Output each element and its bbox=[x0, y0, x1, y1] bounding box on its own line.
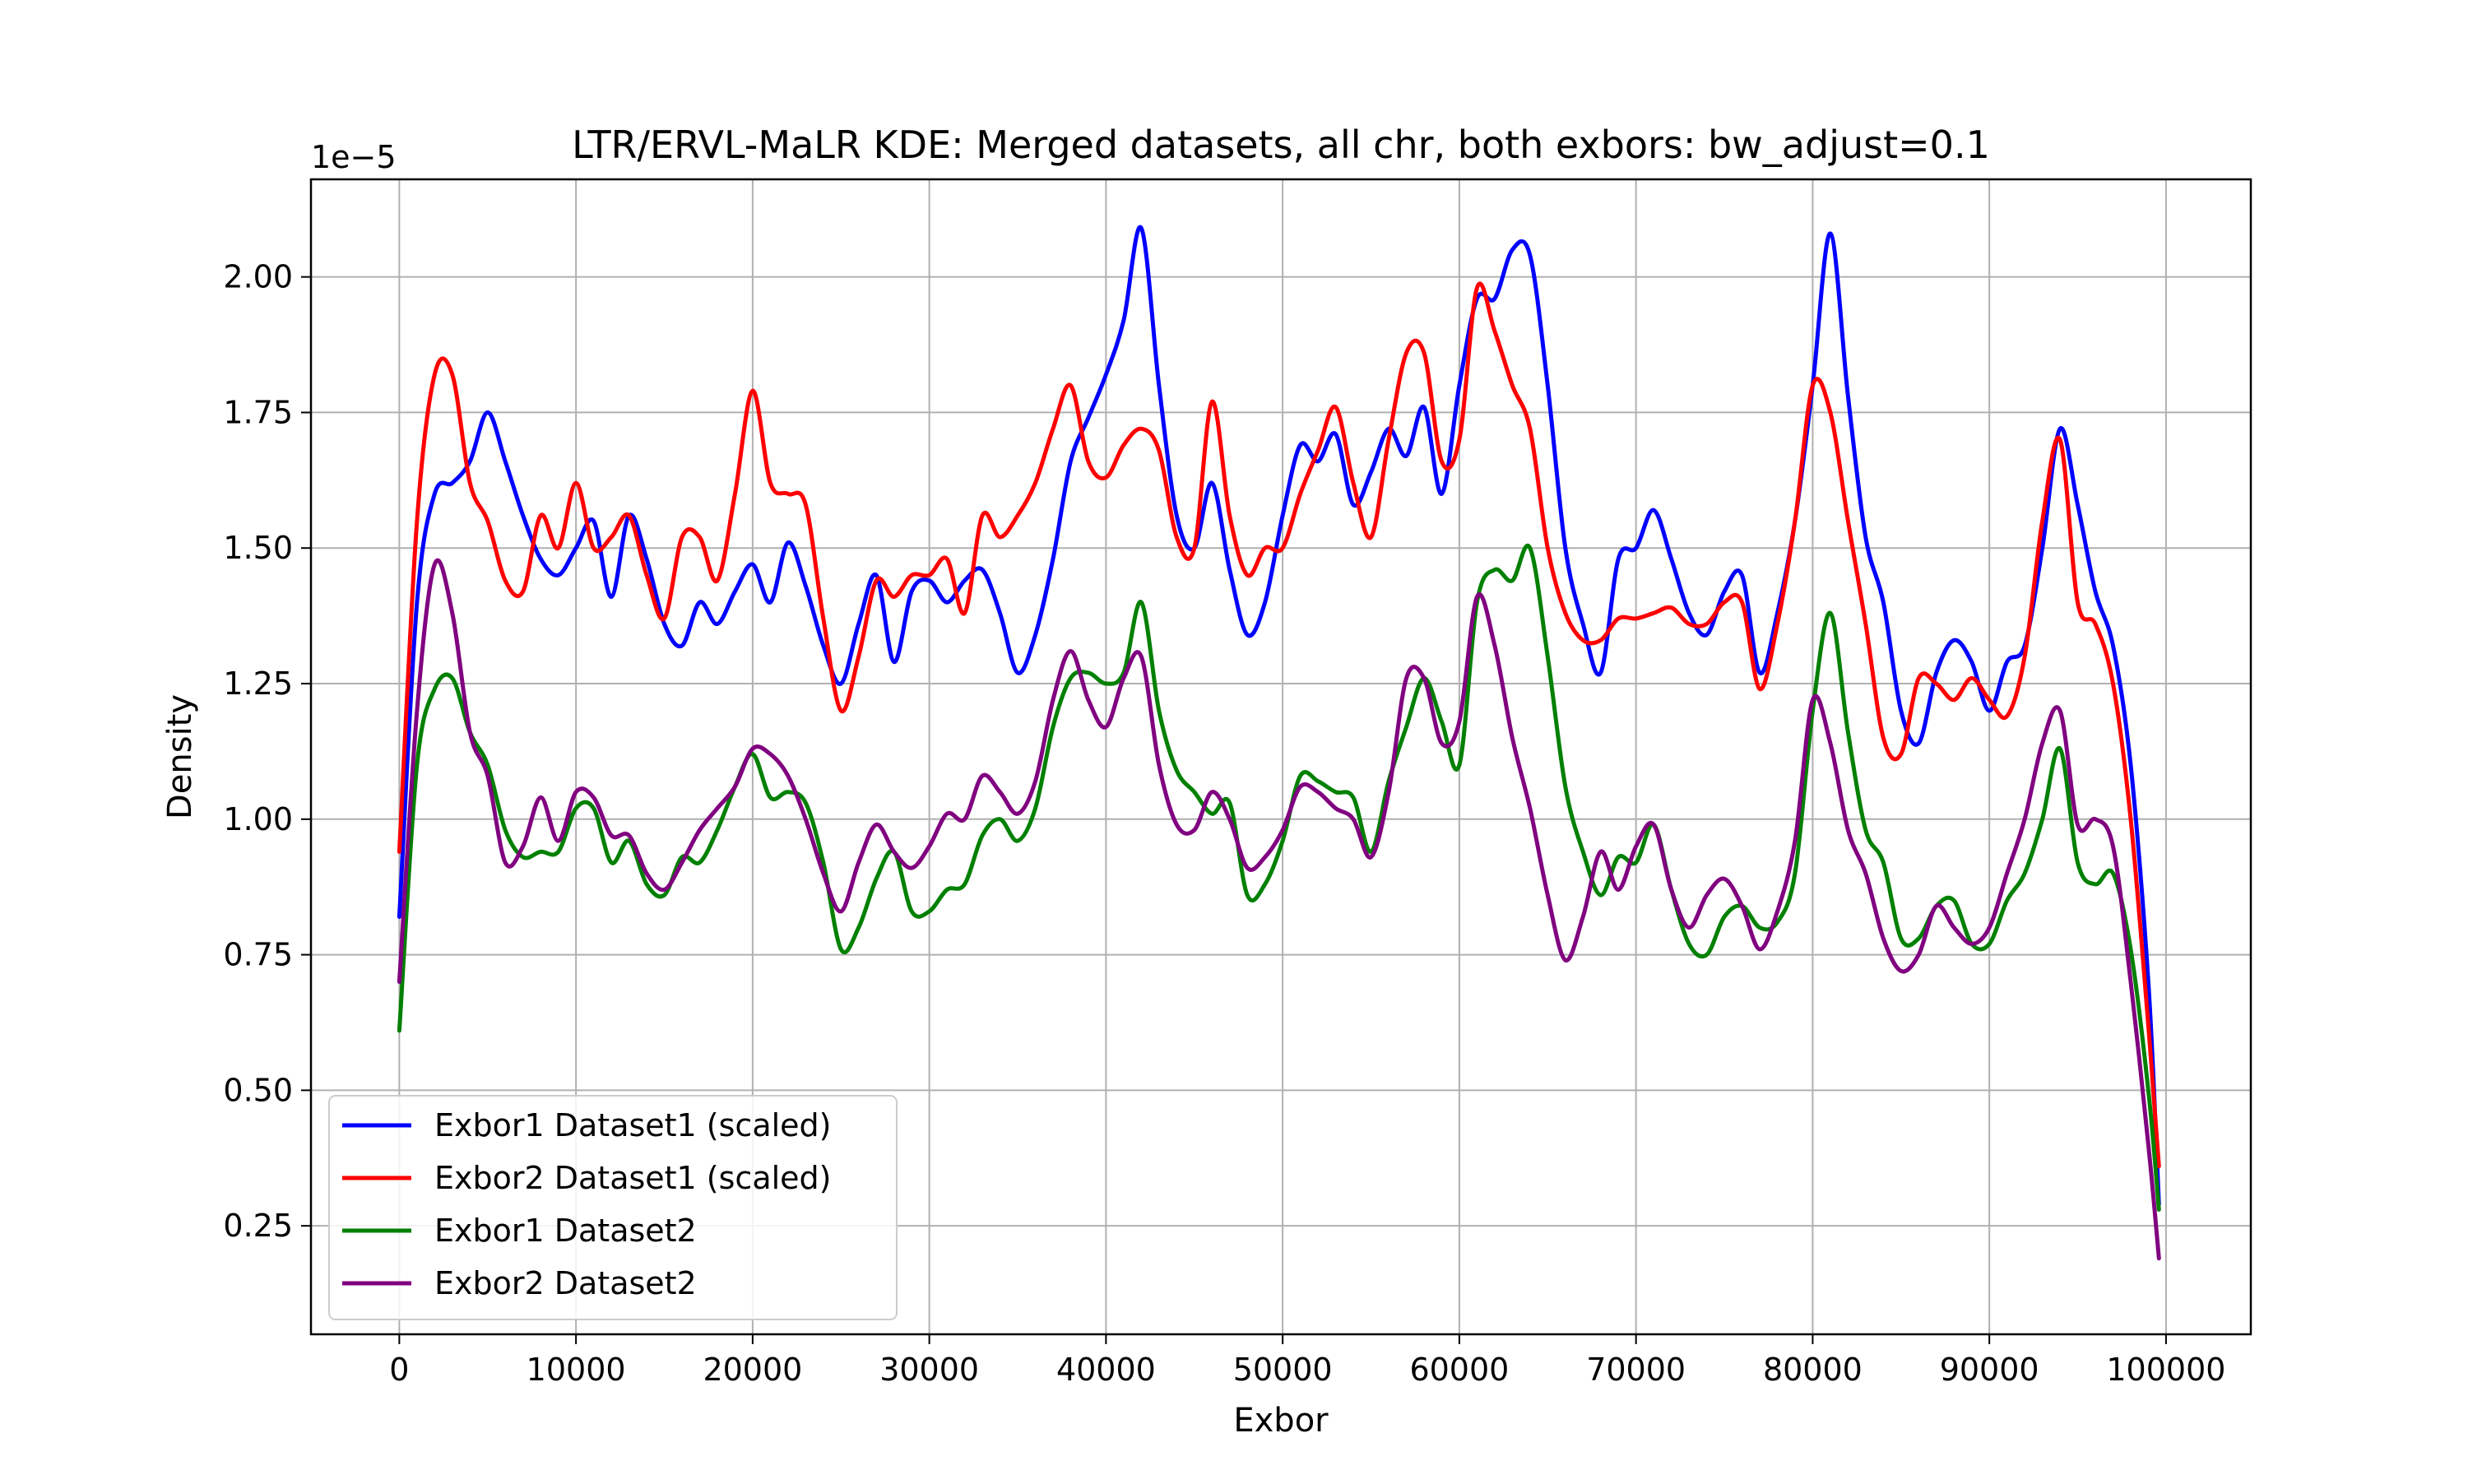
x-tick-label: 0 bbox=[389, 1352, 409, 1388]
y-tick-label: 2.00 bbox=[223, 259, 293, 295]
x-tick-label: 40000 bbox=[1056, 1352, 1156, 1388]
x-tick-label: 20000 bbox=[703, 1352, 802, 1388]
x-tick-label: 90000 bbox=[1940, 1352, 2039, 1388]
x-tick-label: 100000 bbox=[2106, 1352, 2225, 1388]
legend-label: Exbor1 Dataset1 (scaled) bbox=[434, 1107, 832, 1143]
series-line-2 bbox=[397, 281, 2161, 1169]
y-tick-label: 0.50 bbox=[223, 1072, 293, 1108]
series-lines bbox=[397, 225, 2161, 1261]
x-tick-label: 80000 bbox=[1763, 1352, 1863, 1388]
y-tick-label: 1.00 bbox=[223, 801, 293, 837]
legend: Exbor1 Dataset1 (scaled) Exbor2 Dataset1 … bbox=[328, 1095, 898, 1320]
axis-ticks: 0 10000 20000 30000 40000 50000 60000 70000 8000… bbox=[223, 259, 2225, 1388]
chart-title: LTR/ERVL-MaLR KDE: Merged datasets, all … bbox=[572, 123, 1990, 167]
y-tick-label: 0.25 bbox=[223, 1208, 293, 1244]
y-axis-title: Density bbox=[161, 694, 199, 819]
x-tick-label: 10000 bbox=[527, 1352, 626, 1388]
legend-label: Exbor2 Dataset1 (scaled) bbox=[434, 1160, 832, 1196]
x-tick-label: 60000 bbox=[1409, 1352, 1509, 1388]
y-tick-label: 0.75 bbox=[223, 937, 293, 973]
series-line-4 bbox=[397, 558, 2161, 1261]
y-tick-label: 1.25 bbox=[223, 665, 293, 702]
legend-box bbox=[328, 1095, 898, 1320]
y-axis-offset-label: 1e−5 bbox=[311, 139, 397, 175]
y-tick-label: 1.50 bbox=[223, 530, 293, 566]
x-tick-label: 70000 bbox=[1586, 1352, 1686, 1388]
y-tick-label: 1.75 bbox=[223, 394, 293, 430]
series-line-3 bbox=[397, 543, 2161, 1212]
plot-area-frame bbox=[309, 178, 2252, 1336]
x-axis-title: Exbor bbox=[1233, 1402, 1329, 1440]
legend-label: Exbor1 Dataset2 bbox=[434, 1213, 697, 1249]
x-tick-label: 30000 bbox=[879, 1352, 979, 1388]
series-line-1 bbox=[397, 225, 2161, 1207]
x-tick-label: 50000 bbox=[1233, 1352, 1333, 1388]
legend-label: Exbor2 Dataset2 bbox=[434, 1265, 697, 1301]
